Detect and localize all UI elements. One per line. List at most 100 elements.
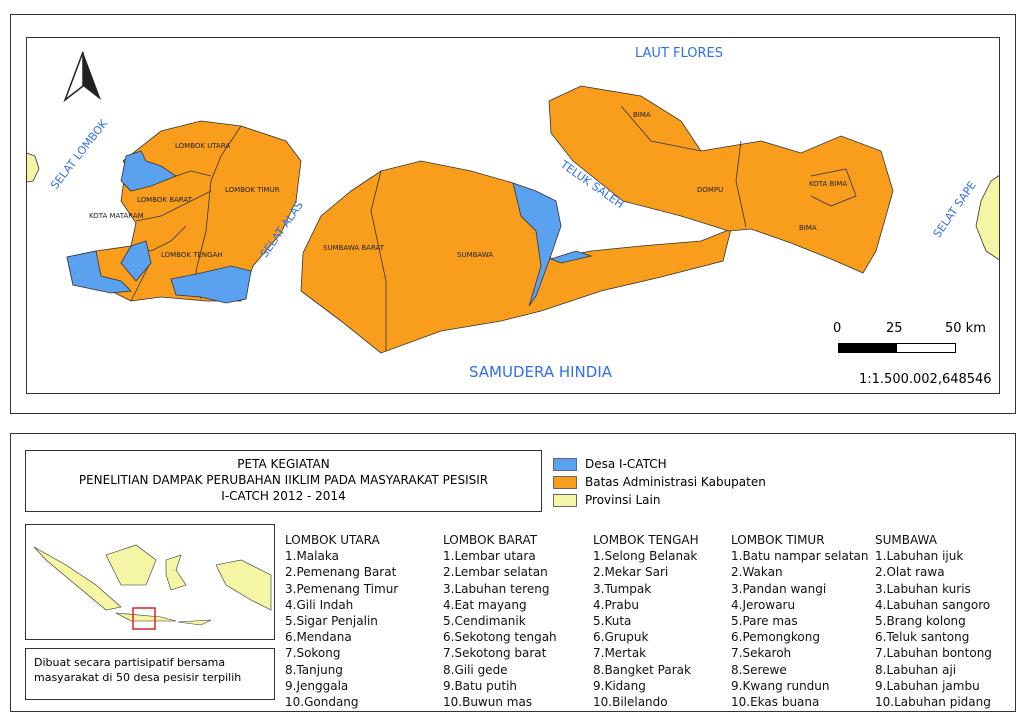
region-lombok-utara: LOMBOK UTARA <box>175 142 231 150</box>
list-item: 4.Eat mayang <box>443 597 527 612</box>
region-bima: BIMA <box>799 224 817 232</box>
desa-patch <box>66 250 132 294</box>
list-item: 9.Labuhan jambu <box>875 678 980 693</box>
list-item: 10.Gondang <box>285 695 359 710</box>
region-lombok-timur: LOMBOK TIMUR <box>225 186 280 194</box>
list-item: 7.Sekotong barat <box>443 646 547 661</box>
note-box: Dibuat secara partisipatif bersama masya… <box>25 648 275 700</box>
swatch-kabupaten <box>553 475 577 489</box>
list-item: 2.Wakan <box>731 565 783 580</box>
note-line-2: masyarakat di 50 desa pesisir terpilih <box>34 671 242 684</box>
list-item: 8.Labuhan aji <box>875 662 957 677</box>
legend-frame <box>10 433 1016 712</box>
scale-tick-0: 0 <box>833 321 842 336</box>
list-item: 4.Prabu <box>593 597 639 612</box>
desa-patch <box>120 240 152 282</box>
title-box: PETA KEGIATAN PENELITIAN DAMPAK PERUBAHA… <box>25 450 542 512</box>
bali-shape <box>27 152 40 183</box>
list-item: 10.Ekas buana <box>731 695 820 710</box>
legend-label: Provinsi Lain <box>585 493 661 507</box>
map-frame: LAUT FLORES SELAT LOMBOK SELAT ALAS TELU… <box>26 37 1000 394</box>
scale-tick-50: 50 km <box>945 321 986 336</box>
list-item: 9.Kidang <box>593 678 646 693</box>
desa-patch <box>512 182 562 307</box>
list-item: 2.Lembar selatan <box>443 565 548 580</box>
region-bima-north: BIMA <box>633 111 651 119</box>
list-item: 10.Buwun mas <box>443 695 533 710</box>
region-sumbawa: SUMBAWA <box>457 251 494 259</box>
list-item: 3.Labuhan tereng <box>443 581 550 596</box>
region-sumbawa-barat: SUMBAWA BARAT <box>323 244 385 252</box>
list-lombok-utara: LOMBOK UTARA 1.Malaka 2.Pemenang Barat 3.P… <box>285 532 398 710</box>
region-kota-bima: KOTA BIMA <box>809 180 848 188</box>
list-item: 1.Lembar utara <box>443 549 536 564</box>
list-item: 5.Sigar Penjalin <box>285 614 378 629</box>
list-item: 5.Kuta <box>593 614 632 629</box>
scale-bar <box>838 343 956 353</box>
lombok-boundaries <box>130 125 242 302</box>
region-lombok-barat: LOMBOK BARAT <box>137 196 192 204</box>
list-item: 7.Sokong <box>285 646 341 661</box>
list-item: 2.Pemenang Barat <box>285 565 397 580</box>
list-header: LOMBOK TIMUR <box>731 533 825 547</box>
list-item: 2.Mekar Sari <box>593 565 669 580</box>
title-line-2: PENELITIAN DAMPAK PERUBAHAN IIKLIM PADA … <box>78 473 489 487</box>
note-line-1: Dibuat secara partisipatif bersama <box>34 656 226 669</box>
list-item: 8.Tanjung <box>285 662 343 677</box>
label-laut-flores: LAUT FLORES <box>635 46 724 61</box>
list-item: 10.Labuhan pidang <box>875 695 991 710</box>
list-item: 8.Serewe <box>731 662 787 677</box>
legend-item-kabupaten: Batas Administrasi Kabupaten <box>553 475 766 489</box>
list-lombok-barat: LOMBOK BARAT 1.Lembar utara 2.Lembar sela… <box>443 532 557 710</box>
list-item: 6.Teluk santong <box>875 630 970 645</box>
list-item: 6.Mendana <box>285 630 352 645</box>
list-item: 5.Cendimanik <box>443 614 526 629</box>
list-item: 8.Bangket Parak <box>593 662 691 677</box>
title-line-1: PETA KEGIATAN <box>237 457 330 471</box>
list-item: 7.Labuhan bontong <box>875 646 992 661</box>
desa-patch <box>549 250 593 264</box>
list-item: 9.Jenggala <box>285 678 349 693</box>
list-item: 4.Labuhan sangoro <box>875 597 991 612</box>
list-item: 3.Pemenang Timur <box>285 581 399 596</box>
desa-patch <box>170 265 252 304</box>
sumbawa-east <box>548 85 894 274</box>
sumbawa-west <box>300 160 732 354</box>
title-line-3: I-CATCH 2012 - 2014 <box>221 489 346 503</box>
list-item: 7.Mertak <box>593 646 647 661</box>
list-header: LOMBOK TENGAH <box>593 533 699 547</box>
flores-shape <box>975 175 999 261</box>
map-frame-outer <box>10 14 1016 414</box>
list-item: 2.Olat rawa <box>875 565 945 580</box>
inset-map <box>25 524 275 640</box>
list-item: 3.Tumpak <box>593 581 652 596</box>
legend-item-desa: Desa I-CATCH <box>553 457 667 471</box>
legend-label: Desa I-CATCH <box>585 457 667 471</box>
list-lombok-tengah: LOMBOK TENGAH 1.Selong Belanak 2.Mekar Sa… <box>593 532 699 710</box>
list-header: LOMBOK UTARA <box>285 533 380 547</box>
swatch-desa <box>553 457 577 471</box>
list-item: 9.Kwang rundun <box>731 678 830 693</box>
region-kota-mataram: KOTA MATARAM <box>89 212 144 220</box>
list-header: SUMBAWA <box>875 533 937 547</box>
list-item: 1.Batu nampar selatan <box>731 549 869 564</box>
desa-patch <box>120 150 177 192</box>
list-item: 6.Sekotong tengah <box>443 630 557 645</box>
list-item: 4.Gili Indah <box>285 597 354 612</box>
list-header: LOMBOK BARAT <box>443 533 538 547</box>
region-dompu: DOMPU <box>697 186 724 194</box>
list-item: 1.Labuhan ijuk <box>875 549 964 564</box>
list-item: 3.Pandan wangi <box>731 581 827 596</box>
list-item: 1.Selong Belanak <box>593 549 698 564</box>
swatch-provinsi-lain <box>553 493 577 507</box>
list-lombok-timur: LOMBOK TIMUR 1.Batu nampar selatan 2.Waka… <box>731 532 869 710</box>
list-item: 4.Jerowaru <box>731 597 796 612</box>
list-sumbawa: SUMBAWA 1.Labuhan ijuk 2.Olat rawa 3.Labuh… <box>875 532 992 710</box>
list-item: 10.Bilelando <box>593 695 668 710</box>
list-item: 3.Labuhan kuris <box>875 581 971 596</box>
inset-indonesia <box>33 544 272 630</box>
region-lombok-tengah: LOMBOK TENGAH <box>161 251 223 259</box>
map-canvas <box>27 85 999 354</box>
list-item: 1.Malaka <box>285 549 339 564</box>
list-item: 9.Batu putih <box>443 678 518 693</box>
